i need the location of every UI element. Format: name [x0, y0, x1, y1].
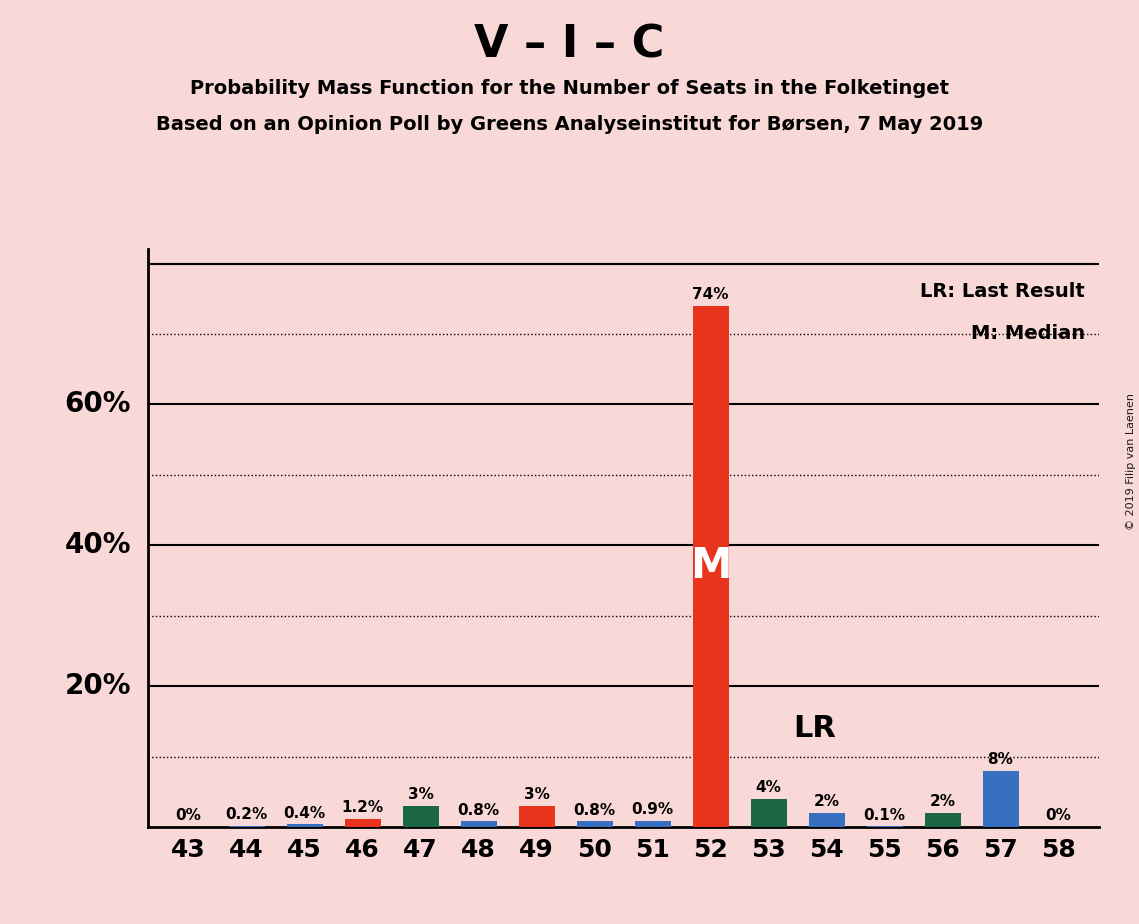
Bar — [751, 799, 787, 827]
Text: 2%: 2% — [929, 795, 956, 809]
Bar — [634, 821, 671, 827]
Bar — [576, 821, 613, 827]
Text: 4%: 4% — [755, 780, 781, 796]
Bar — [460, 821, 497, 827]
Bar — [229, 825, 264, 827]
Bar — [693, 306, 729, 827]
Text: LR: Last Result: LR: Last Result — [920, 282, 1084, 301]
Text: 0%: 0% — [1046, 808, 1072, 823]
Text: 20%: 20% — [65, 672, 131, 700]
Text: 0.2%: 0.2% — [226, 807, 268, 822]
Text: Based on an Opinion Poll by Greens Analyseinstitut for Børsen, 7 May 2019: Based on an Opinion Poll by Greens Analy… — [156, 116, 983, 135]
Text: 0.8%: 0.8% — [458, 803, 500, 818]
Bar — [403, 806, 439, 827]
Bar — [809, 813, 844, 827]
Text: M: M — [690, 545, 731, 588]
Text: Probability Mass Function for the Number of Seats in the Folketinget: Probability Mass Function for the Number… — [190, 79, 949, 98]
Text: 0.8%: 0.8% — [574, 803, 616, 818]
Text: 74%: 74% — [693, 287, 729, 302]
Text: 8%: 8% — [988, 752, 1014, 767]
Text: V – I – C: V – I – C — [474, 23, 665, 67]
Bar — [925, 813, 960, 827]
Text: LR: LR — [793, 714, 836, 743]
Bar — [287, 824, 322, 827]
Text: 3%: 3% — [524, 787, 549, 802]
Bar — [518, 806, 555, 827]
Text: M: Median: M: Median — [970, 324, 1084, 344]
Text: 0.4%: 0.4% — [284, 806, 326, 821]
Text: 40%: 40% — [65, 531, 131, 559]
Bar — [345, 819, 380, 827]
Text: 0%: 0% — [175, 808, 202, 823]
Text: 1.2%: 1.2% — [342, 800, 384, 815]
Text: 2%: 2% — [813, 795, 839, 809]
Text: 0.9%: 0.9% — [631, 802, 673, 817]
Text: 60%: 60% — [65, 391, 131, 419]
Text: 0.1%: 0.1% — [863, 808, 906, 822]
Bar — [983, 771, 1018, 827]
Text: 3%: 3% — [408, 787, 434, 802]
Text: © 2019 Filip van Laenen: © 2019 Filip van Laenen — [1125, 394, 1136, 530]
